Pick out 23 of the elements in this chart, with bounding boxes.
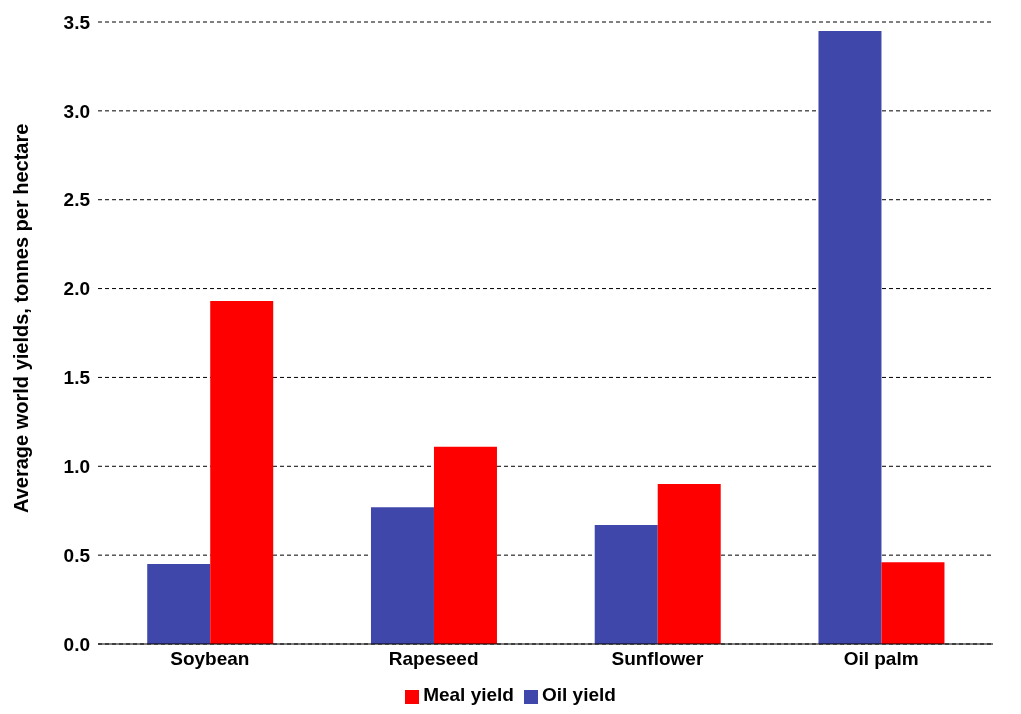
y-tick-label: 0.5: [63, 544, 91, 566]
y-tick-label: 0.0: [63, 633, 90, 655]
y-tick-label: 3.0: [63, 100, 90, 122]
x-tick-label: Rapeseed: [388, 648, 479, 670]
bar: [818, 30, 882, 644]
bar: [881, 562, 945, 644]
legend-label: Oil yield: [541, 684, 616, 705]
bar: [370, 507, 434, 644]
y-tick-label: 2.5: [63, 189, 91, 211]
bar: [657, 484, 721, 644]
y-tick-label: 2.0: [63, 278, 90, 300]
legend-label: Meal yield: [423, 684, 514, 705]
bar: [147, 564, 211, 644]
bar: [594, 524, 658, 644]
y-tick-label: 1.5: [63, 367, 91, 389]
x-tick-label: Oil palm: [843, 648, 919, 670]
y-axis-title: Average world yields, tonnes per hectare: [10, 123, 33, 513]
x-tick-label: Soybean: [170, 648, 250, 670]
y-tick-label: 1.0: [63, 456, 90, 478]
bar: [433, 446, 497, 644]
x-tick-label: Sunflower: [611, 648, 704, 670]
bar: [210, 301, 274, 644]
y-tick-label: 3.5: [63, 11, 91, 33]
